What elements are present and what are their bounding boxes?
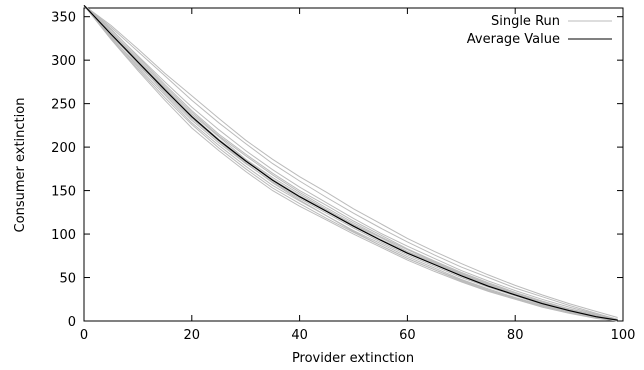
plot-area xyxy=(84,8,623,321)
x-axis-label: Provider extinction xyxy=(292,351,414,366)
x-tick-label: 100 xyxy=(611,328,636,343)
y-tick-label: 300 xyxy=(51,54,76,69)
x-tick-label: 40 xyxy=(291,328,308,343)
x-tick-label: 80 xyxy=(507,328,524,343)
legend-label-average-value: Average Value xyxy=(467,32,560,47)
x-tick-label: 60 xyxy=(399,328,416,343)
y-tick-label: 150 xyxy=(51,185,76,200)
legend-label-single-run: Single Run xyxy=(491,14,560,29)
y-tick-label: 350 xyxy=(51,11,76,26)
y-tick-label: 250 xyxy=(51,98,76,113)
x-tick-label: 20 xyxy=(184,328,201,343)
x-tick-label: 0 xyxy=(80,328,88,343)
y-tick-label: 50 xyxy=(59,272,76,287)
y-tick-label: 200 xyxy=(51,141,76,156)
y-tick-label: 100 xyxy=(51,228,76,243)
y-axis-label: Consumer extinction xyxy=(13,98,28,233)
y-tick-label: 0 xyxy=(68,315,76,330)
